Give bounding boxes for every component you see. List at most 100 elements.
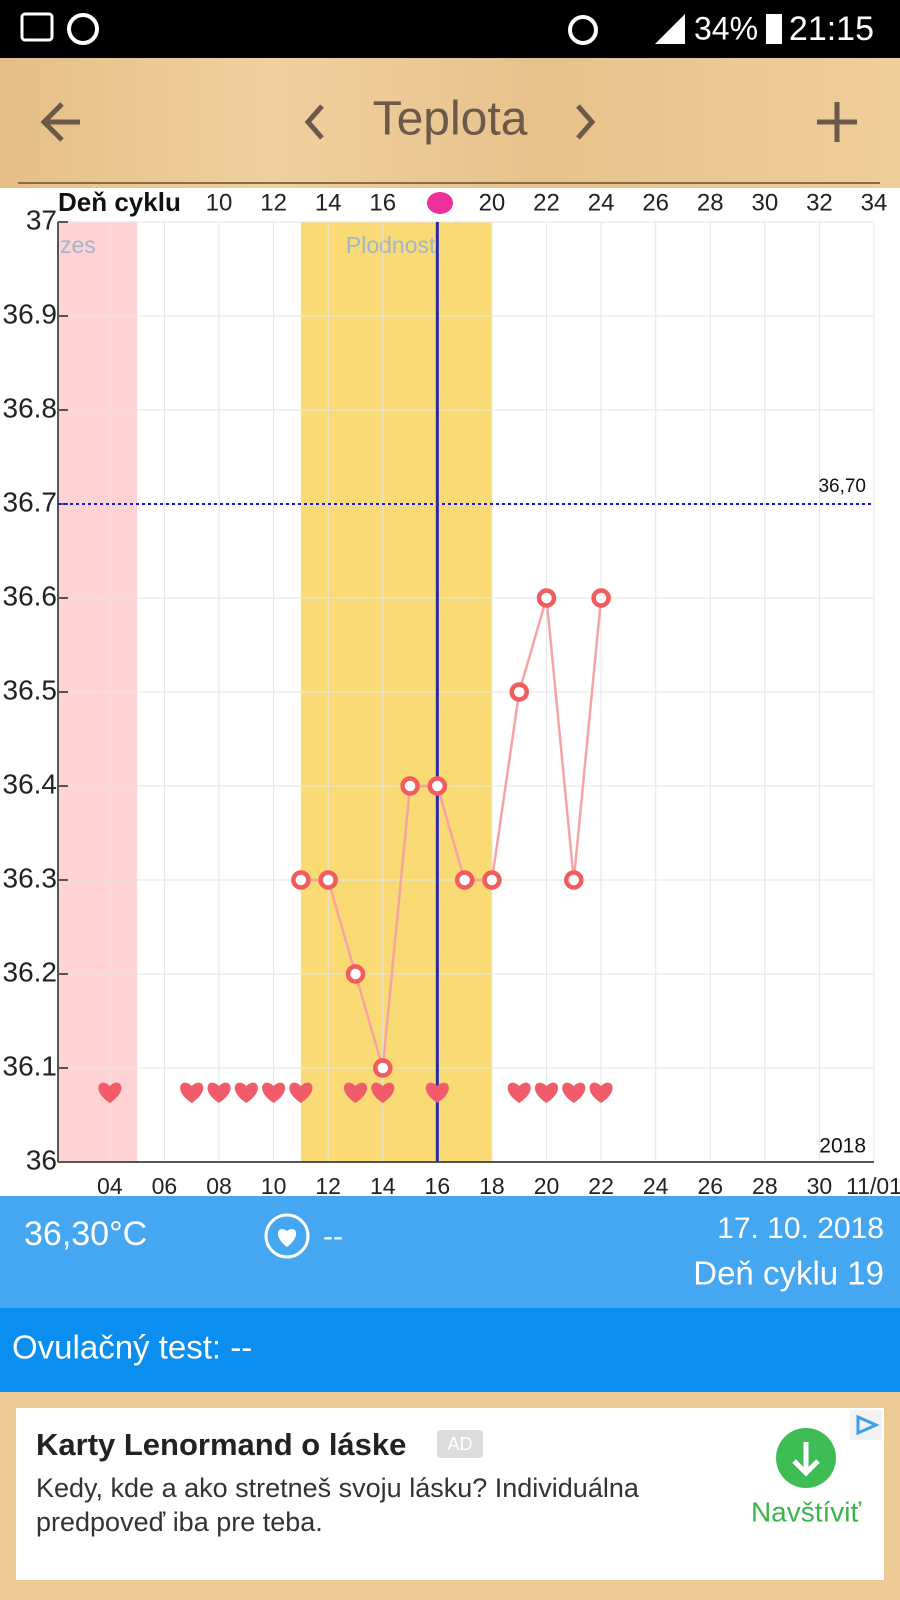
clock: 21:15 bbox=[789, 10, 874, 48]
x2-tick-label: 10 bbox=[206, 189, 233, 216]
x2-tick-label: 12 bbox=[260, 189, 287, 216]
heart-marker bbox=[371, 1082, 395, 1103]
x-tick-label: 16 bbox=[425, 1173, 451, 1199]
ovulation-bar bbox=[0, 1308, 900, 1392]
x-tick-label: 08 bbox=[206, 1173, 232, 1199]
phase-label: zes bbox=[60, 232, 96, 258]
heart-marker bbox=[180, 1082, 204, 1103]
heart-marker bbox=[262, 1082, 286, 1103]
header-title: Teplota bbox=[373, 93, 528, 146]
status-bar bbox=[0, 0, 900, 58]
ad-text-line: Kedy, kde a ako stretneš svoju lásku? In… bbox=[36, 1473, 640, 1503]
x-tick-label: 11/01 bbox=[846, 1173, 900, 1199]
x-tick-label: 06 bbox=[152, 1173, 178, 1199]
x-tick-label: 20 bbox=[534, 1173, 560, 1199]
heart-marker bbox=[425, 1082, 449, 1103]
temperature-point bbox=[291, 870, 311, 890]
heart-icon-ring bbox=[264, 1213, 310, 1259]
phase-label: Plodnosť bbox=[346, 232, 438, 258]
heart-marker bbox=[98, 1082, 122, 1103]
temperature-point bbox=[482, 870, 502, 890]
intercourse: -- bbox=[323, 1220, 343, 1253]
x2-tick-label: 34 bbox=[861, 189, 888, 216]
x2-tick-label: 20 bbox=[479, 189, 506, 216]
temperature-point bbox=[427, 776, 448, 796]
cycle-day: Deň cyklu 19 bbox=[693, 1255, 884, 1292]
temperature-point bbox=[509, 682, 529, 702]
x-tick-label: 10 bbox=[261, 1173, 287, 1199]
temperature-point bbox=[536, 588, 557, 608]
x-tick-label: 18 bbox=[479, 1173, 505, 1199]
heart-marker bbox=[289, 1082, 313, 1103]
heart-marker bbox=[534, 1082, 559, 1103]
y-tick-label: 36.8 bbox=[3, 392, 58, 423]
temperature-point bbox=[345, 964, 366, 984]
ad-choices-icon bbox=[856, 1414, 880, 1436]
x2-tick-label: 22 bbox=[533, 189, 560, 216]
heart-marker bbox=[234, 1082, 258, 1103]
heart-marker bbox=[507, 1082, 531, 1103]
x-tick-label: 30 bbox=[807, 1173, 833, 1199]
x2-tick-label: 26 bbox=[642, 189, 669, 216]
reference-label: 36,70 bbox=[818, 476, 866, 497]
battery-icon bbox=[766, 14, 782, 44]
y-tick-label: 36.6 bbox=[3, 580, 58, 611]
x-tick-label: 22 bbox=[588, 1173, 614, 1199]
back-button[interactable] bbox=[40, 102, 80, 142]
x-tick-label: 04 bbox=[97, 1173, 123, 1199]
ovulation-dot bbox=[427, 192, 453, 214]
next-button[interactable] bbox=[576, 104, 596, 140]
temperature: 36,30°C bbox=[24, 1215, 147, 1253]
ad-title[interactable]: Karty Lenormand o láske bbox=[36, 1427, 406, 1462]
battery-text: 34% bbox=[694, 10, 758, 46]
heart-marker bbox=[207, 1082, 231, 1103]
y-tick-label: 36.5 bbox=[3, 674, 58, 705]
info-panel bbox=[0, 1196, 900, 1308]
chart: zes Plodnosť 36 36.1 36.2 36.3 36.4 36.5 36.6 36.… bbox=[3, 187, 900, 1199]
temperature-point bbox=[400, 776, 420, 796]
temperature-point bbox=[318, 870, 338, 890]
year-label: 2018 bbox=[819, 1135, 866, 1158]
prev-button[interactable] bbox=[304, 104, 324, 140]
heart-marker bbox=[562, 1082, 586, 1103]
header-texture bbox=[0, 58, 900, 188]
y-tick-label: 36.9 bbox=[3, 298, 58, 329]
x2-tick-label: 32 bbox=[806, 189, 833, 216]
y-tick-label: 36.7 bbox=[3, 486, 58, 517]
add-button[interactable] bbox=[817, 102, 857, 142]
x-tick-label: 28 bbox=[752, 1173, 778, 1199]
ad-button[interactable]: Navštíviť bbox=[751, 1496, 862, 1527]
x2-tick-label: 16 bbox=[369, 189, 396, 216]
ovulation-test[interactable]: Ovulačný test: -- bbox=[12, 1329, 252, 1366]
temperature-point bbox=[454, 870, 475, 890]
chrome-icon bbox=[67, 13, 99, 45]
y-tick-label: 36.2 bbox=[3, 956, 58, 987]
y-tick-label: 36 bbox=[26, 1144, 57, 1175]
gallery-icon bbox=[20, 12, 54, 42]
alarm-icon bbox=[568, 15, 598, 45]
temperature-point bbox=[591, 588, 611, 608]
temperature-point bbox=[373, 1058, 393, 1078]
temperature-point bbox=[564, 870, 584, 890]
heart-icon bbox=[277, 1229, 297, 1247]
x2-tick-label: 24 bbox=[588, 189, 615, 216]
x2-axis-label: Deň cyklu bbox=[58, 187, 181, 217]
temperature-line bbox=[300, 597, 603, 1069]
y-tick-label: 36.3 bbox=[3, 862, 58, 893]
x-tick-label: 14 bbox=[370, 1173, 396, 1199]
heart-marker bbox=[343, 1082, 368, 1103]
y-tick-label: 36.1 bbox=[3, 1050, 58, 1081]
date: 17. 10. 2018 bbox=[717, 1212, 884, 1245]
x-tick-label: 12 bbox=[315, 1173, 341, 1199]
ad-badge-box bbox=[437, 1430, 483, 1458]
x-tick-label: 26 bbox=[697, 1173, 723, 1199]
ad-badge: AD bbox=[447, 1434, 472, 1454]
x2-tick-label: 30 bbox=[751, 189, 778, 216]
signal-icon bbox=[655, 14, 685, 44]
y-tick-label: 37 bbox=[26, 204, 57, 235]
heart-marker bbox=[589, 1082, 613, 1103]
ad-download-arrow bbox=[792, 1442, 820, 1477]
x2-tick-label: 14 bbox=[315, 189, 342, 216]
